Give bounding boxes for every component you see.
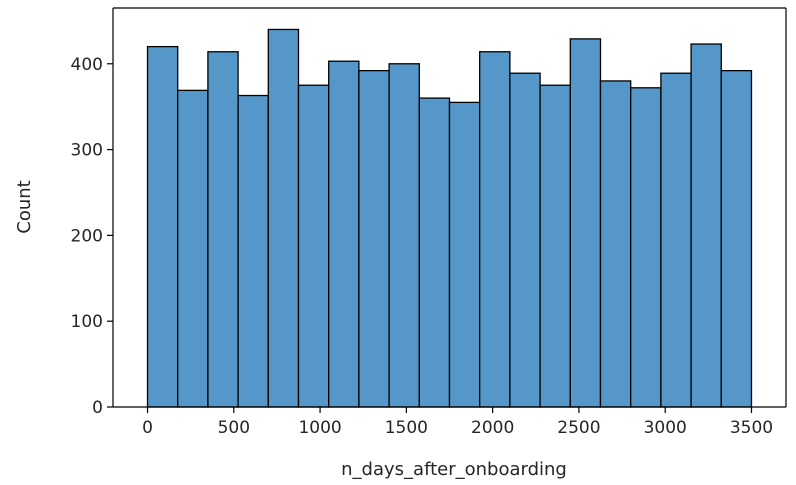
y-tick-label: 100 bbox=[71, 312, 103, 332]
x-tick-label: 3500 bbox=[730, 418, 773, 438]
histogram-bar bbox=[328, 60, 360, 408]
histogram-bar bbox=[418, 97, 451, 408]
histogram-bar bbox=[479, 51, 511, 408]
histogram-bar bbox=[207, 51, 239, 408]
y-tick-label: 300 bbox=[71, 141, 103, 161]
histogram-bar bbox=[660, 72, 692, 408]
histogram-bar bbox=[267, 28, 300, 408]
y-tick-label: 400 bbox=[71, 55, 103, 75]
histogram-bar bbox=[630, 87, 662, 408]
histogram-bar bbox=[146, 45, 179, 408]
histogram-bar bbox=[599, 80, 632, 408]
x-tick-label: 1000 bbox=[298, 418, 341, 438]
x-axis-title: n_days_after_onboarding bbox=[341, 459, 567, 480]
histogram-bar bbox=[358, 69, 390, 408]
x-tick-label: 500 bbox=[218, 418, 250, 438]
histogram-bar bbox=[448, 101, 481, 408]
y-axis-title: Count bbox=[14, 180, 35, 233]
histogram-bar bbox=[539, 84, 571, 408]
histogram-bar bbox=[177, 89, 209, 408]
x-tick-label: 0 bbox=[142, 418, 153, 438]
histogram-bar bbox=[720, 69, 753, 408]
ticks-group: 0 500 1000 1500 2000 2500 3000 3500 0 100 200 300 40… bbox=[71, 55, 774, 438]
axes-group bbox=[112, 7, 787, 408]
x-tick-label: 2500 bbox=[557, 418, 600, 438]
x-tick-label: 3000 bbox=[644, 418, 687, 438]
histogram-bar bbox=[388, 63, 420, 408]
bars-group bbox=[146, 28, 753, 408]
x-tick-label: 1500 bbox=[385, 418, 428, 438]
y-tick-label: 0 bbox=[92, 398, 103, 418]
histogram-bar bbox=[509, 72, 541, 408]
histogram-bar bbox=[569, 38, 602, 408]
x-tick-label: 2000 bbox=[471, 418, 514, 438]
histogram-bar bbox=[237, 94, 269, 408]
histogram-bar bbox=[690, 43, 722, 408]
y-tick-label: 200 bbox=[71, 226, 103, 246]
histogram-bar bbox=[297, 84, 330, 408]
